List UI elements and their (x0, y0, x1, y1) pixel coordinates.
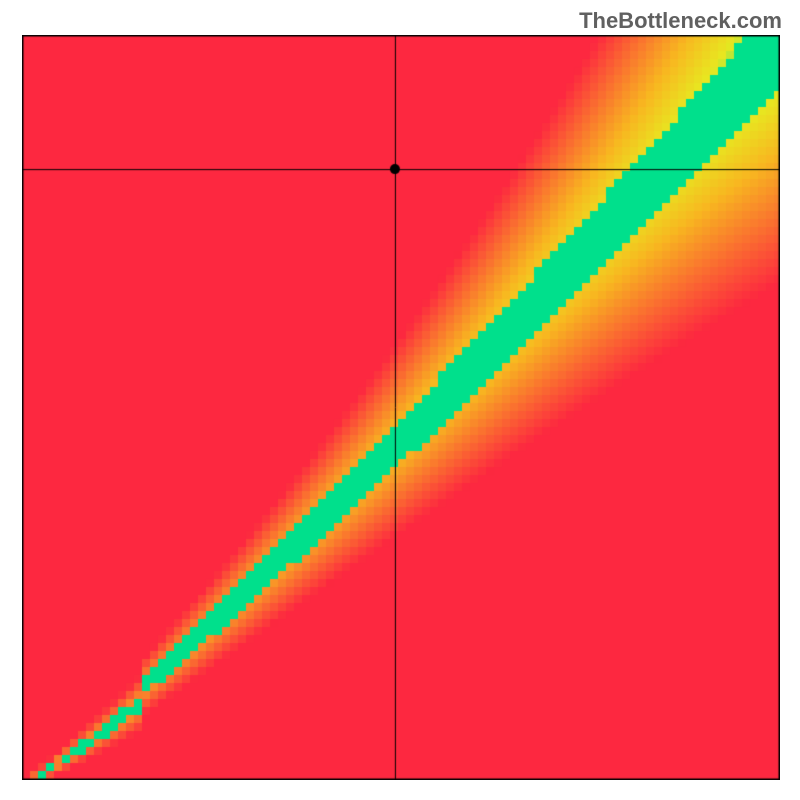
plot-area (22, 35, 780, 780)
watermark-text: TheBottleneck.com (579, 8, 782, 34)
chart-container: TheBottleneck.com (0, 0, 800, 800)
bottleneck-heatmap (22, 35, 780, 780)
